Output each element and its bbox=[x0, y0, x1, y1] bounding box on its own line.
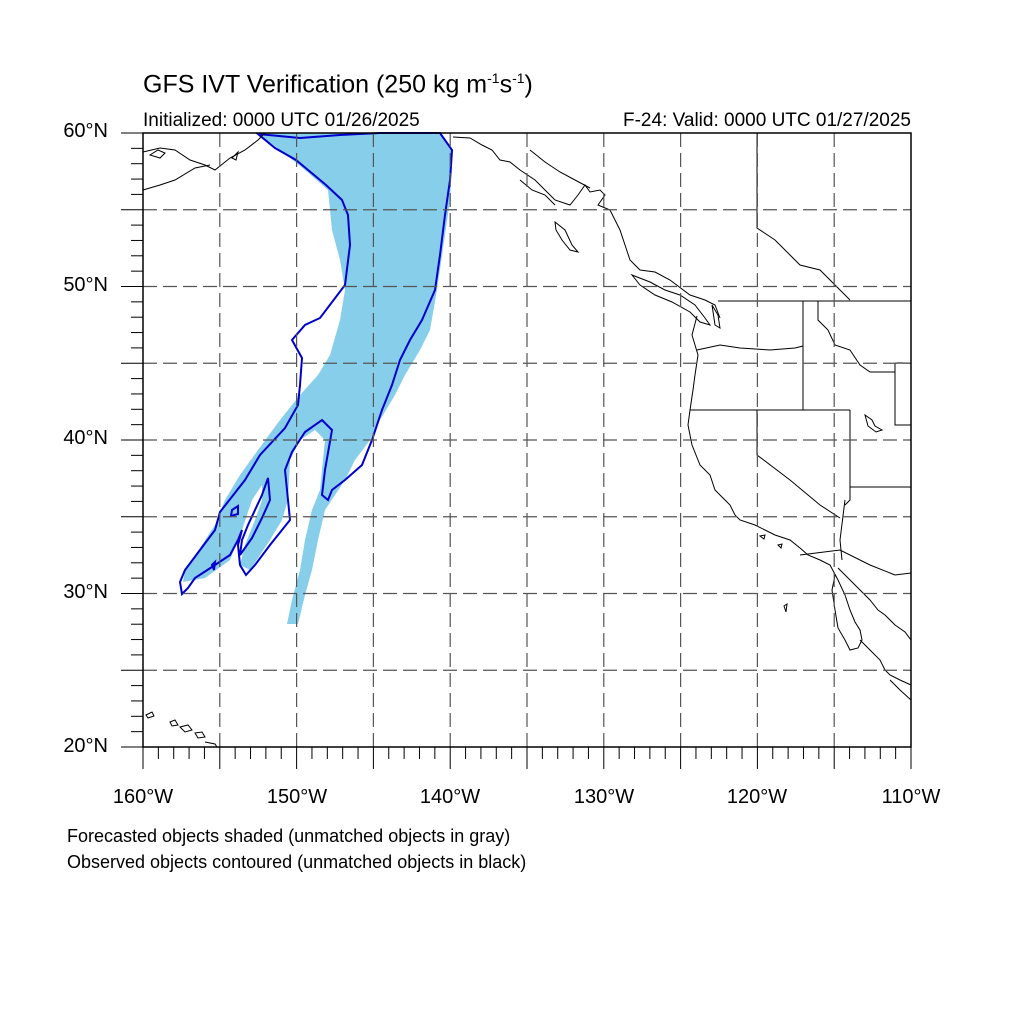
axis-ticks bbox=[121, 132, 912, 769]
forecast-ivt-object bbox=[183, 133, 453, 624]
lat-label-60n: 60°N bbox=[63, 120, 108, 142]
coastlines bbox=[142, 132, 912, 748]
lat-label-20n: 20°N bbox=[63, 735, 108, 757]
gridlines bbox=[143, 133, 911, 747]
initialized-label: Initialized: 0000 UTC 01/26/2025 bbox=[143, 110, 420, 131]
lon-label-110w: 110°W bbox=[881, 786, 941, 808]
chart-title: GFS IVT Verification (250 kg m-1s-1) bbox=[143, 70, 533, 99]
lon-label-140w: 140°W bbox=[419, 786, 481, 808]
lon-label-150w: 150°W bbox=[266, 786, 328, 808]
lon-label-160w: 160°W bbox=[112, 786, 174, 808]
lat-label-40n: 40°N bbox=[63, 427, 108, 449]
valid-time-label: F-24: Valid: 0000 UTC 01/27/2025 bbox=[623, 110, 911, 131]
observed-ivt-contour bbox=[178, 132, 454, 597]
lon-label-130w: 130°W bbox=[573, 786, 635, 808]
lon-label-120w: 120°W bbox=[726, 786, 788, 808]
observed-note: Observed objects contoured (unmatched ob… bbox=[67, 852, 527, 872]
lat-label-30n: 30°N bbox=[63, 581, 108, 603]
forecast-note: Forecasted objects shaded (unmatched obj… bbox=[67, 826, 511, 846]
political-borders bbox=[690, 133, 912, 576]
lat-label-50n: 50°N bbox=[63, 274, 108, 296]
